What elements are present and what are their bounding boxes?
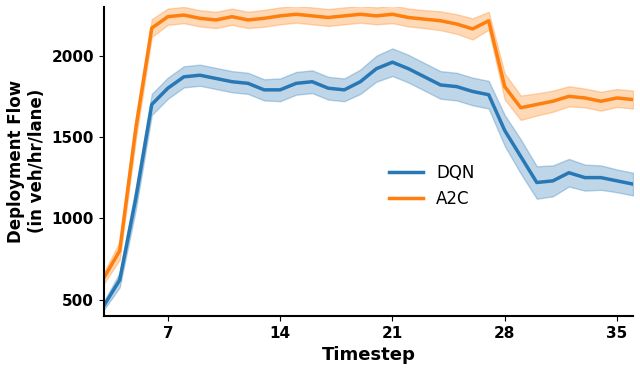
A2C: [420, 17, 428, 22]
A2C: [164, 14, 172, 19]
Line: DQN: DQN: [104, 62, 633, 306]
DQN: [452, 84, 460, 89]
A2C: [132, 127, 140, 131]
A2C: [388, 12, 396, 16]
A2C: [436, 19, 444, 23]
DQN: [228, 79, 236, 84]
DQN: [501, 128, 509, 133]
A2C: [501, 84, 509, 89]
DQN: [356, 79, 364, 84]
DQN: [388, 60, 396, 65]
DQN: [404, 66, 412, 71]
A2C: [468, 27, 476, 31]
DQN: [420, 75, 428, 79]
DQN: [549, 179, 557, 183]
DQN: [292, 81, 300, 86]
A2C: [517, 105, 525, 110]
A2C: [356, 12, 364, 16]
DQN: [324, 86, 332, 91]
DQN: [260, 88, 268, 92]
A2C: [260, 16, 268, 20]
A2C: [629, 97, 637, 102]
DQN: [196, 73, 204, 78]
A2C: [276, 14, 284, 18]
DQN: [116, 278, 124, 282]
DQN: [581, 175, 589, 180]
A2C: [533, 102, 541, 107]
A2C: [308, 14, 316, 18]
DQN: [244, 81, 252, 86]
A2C: [196, 16, 204, 20]
A2C: [116, 249, 124, 253]
DQN: [132, 197, 140, 201]
DQN: [629, 182, 637, 186]
A2C: [244, 18, 252, 22]
A2C: [148, 26, 156, 30]
DQN: [533, 180, 541, 185]
Legend: DQN, A2C: DQN, A2C: [383, 157, 481, 215]
A2C: [228, 14, 236, 19]
DQN: [597, 175, 605, 180]
DQN: [468, 89, 476, 94]
A2C: [613, 96, 621, 100]
A2C: [324, 15, 332, 20]
A2C: [292, 12, 300, 16]
A2C: [597, 99, 605, 104]
A2C: [340, 14, 348, 18]
DQN: [565, 171, 573, 175]
A2C: [565, 94, 573, 99]
Line: A2C: A2C: [104, 14, 633, 278]
A2C: [372, 14, 380, 18]
A2C: [581, 96, 589, 100]
DQN: [180, 75, 188, 79]
A2C: [212, 18, 220, 22]
DQN: [485, 92, 493, 97]
DQN: [517, 154, 525, 159]
DQN: [308, 79, 316, 84]
DQN: [148, 102, 156, 107]
DQN: [276, 88, 284, 92]
A2C: [100, 276, 108, 280]
Y-axis label: Deployment Flow
(in veh/hr/lane): Deployment Flow (in veh/hr/lane): [7, 80, 45, 243]
A2C: [404, 15, 412, 20]
DQN: [436, 83, 444, 87]
DQN: [212, 76, 220, 81]
DQN: [372, 66, 380, 71]
DQN: [100, 304, 108, 308]
A2C: [549, 99, 557, 104]
DQN: [613, 179, 621, 183]
DQN: [164, 86, 172, 91]
A2C: [485, 19, 493, 23]
A2C: [452, 22, 460, 26]
DQN: [340, 88, 348, 92]
X-axis label: Timestep: Timestep: [321, 346, 415, 364]
A2C: [180, 13, 188, 17]
